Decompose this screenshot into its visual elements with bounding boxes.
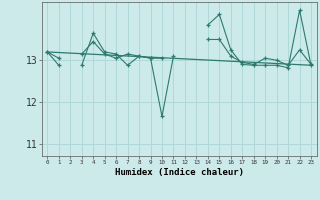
X-axis label: Humidex (Indice chaleur): Humidex (Indice chaleur) <box>115 168 244 177</box>
